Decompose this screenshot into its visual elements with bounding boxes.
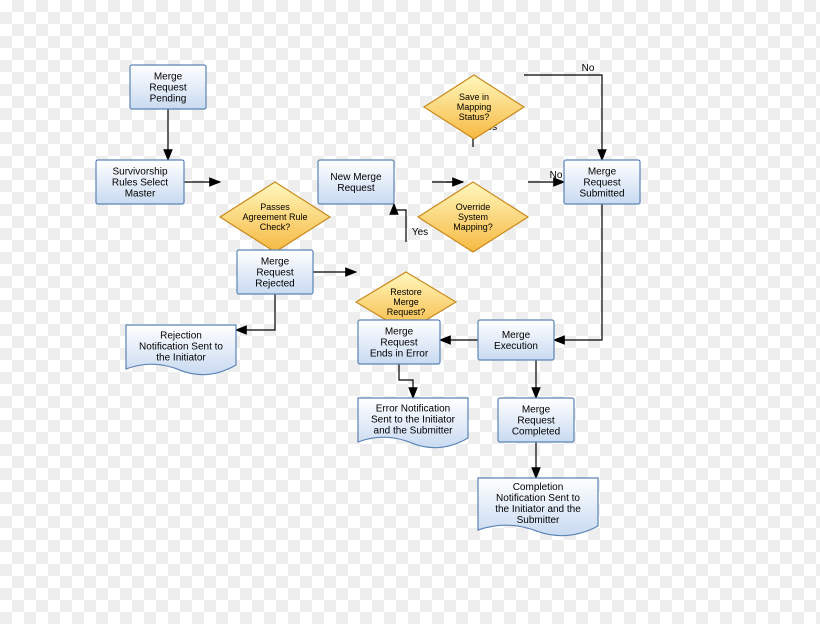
nodes: MergeRequestPendingSurvivorshipRules Sel… bbox=[96, 65, 640, 536]
node-n5: OverrideSystemMapping? bbox=[418, 182, 528, 252]
node-n6: Save inMappingStatus? bbox=[424, 75, 524, 139]
flowchart-svg: YesNoYesNoNoYesMergeRequestPendingSurviv… bbox=[0, 0, 820, 624]
node-label: Agreement Rule bbox=[242, 212, 307, 222]
node-n4: New MergeRequest bbox=[318, 160, 394, 204]
node-label: and the Submitter bbox=[374, 425, 454, 436]
node-n1: MergeRequestPending bbox=[130, 65, 206, 109]
node-label: Rejected bbox=[255, 278, 294, 289]
edge bbox=[524, 75, 602, 160]
edge bbox=[399, 364, 413, 398]
node-label: Completed bbox=[512, 426, 560, 437]
node-label: Submitter bbox=[517, 515, 560, 526]
node-label: Request bbox=[517, 415, 554, 426]
node-label: Merge bbox=[502, 330, 531, 341]
edge-label: No bbox=[550, 170, 563, 181]
node-n12: MergeExecution bbox=[478, 320, 554, 360]
edge bbox=[394, 204, 406, 242]
node-n3: PassesAgreement RuleCheck? bbox=[220, 182, 330, 252]
node-label: New Merge bbox=[330, 172, 382, 183]
node-label: Merge bbox=[588, 166, 617, 177]
node-label: Rejection bbox=[160, 330, 202, 341]
node-label: Restore bbox=[390, 287, 422, 297]
node-label: Completion bbox=[513, 482, 564, 493]
node-label: Passes bbox=[260, 202, 290, 212]
node-label: Survivorship bbox=[112, 166, 167, 177]
node-label: Ends in Error bbox=[370, 348, 429, 359]
node-label: Submitted bbox=[579, 188, 624, 199]
node-n11: MergeRequestEnds in Error bbox=[358, 320, 440, 364]
node-label: Request bbox=[583, 177, 620, 188]
node-label: Check? bbox=[260, 222, 291, 232]
node-label: Merge bbox=[385, 326, 414, 337]
node-label: Request bbox=[337, 183, 374, 194]
node-n13: Error NotificationSent to the Initiatora… bbox=[358, 398, 468, 448]
node-label: Save in bbox=[459, 92, 489, 102]
node-label: Request bbox=[149, 82, 186, 93]
node-label: Notification Sent to bbox=[139, 341, 223, 352]
node-n10: RejectionNotification Sent tothe Initiat… bbox=[126, 325, 236, 375]
edge bbox=[236, 294, 275, 330]
edge bbox=[554, 204, 602, 340]
node-label: Pending bbox=[150, 93, 187, 104]
node-label: Request bbox=[380, 337, 417, 348]
node-n8: MergeRequestRejected bbox=[237, 250, 313, 294]
node-label: Execution bbox=[494, 341, 538, 352]
edge-label: Yes bbox=[412, 227, 428, 238]
node-label: Merge bbox=[393, 297, 419, 307]
node-label: Sent to the Initiator bbox=[371, 414, 456, 425]
node-label: Override bbox=[456, 202, 491, 212]
node-n2: SurvivorshipRules SelectMaster bbox=[96, 160, 184, 204]
node-label: Notification Sent to bbox=[496, 493, 580, 504]
node-n15: CompletionNotification Sent tothe Initia… bbox=[478, 478, 598, 536]
flowchart-canvas: YesNoYesNoNoYesMergeRequestPendingSurviv… bbox=[0, 0, 820, 624]
node-label: Request? bbox=[387, 307, 426, 317]
node-label: Error Notification bbox=[376, 403, 450, 414]
node-label: System bbox=[458, 212, 488, 222]
node-label: Mapping bbox=[457, 102, 492, 112]
node-label: Merge bbox=[522, 404, 551, 415]
node-n7: MergeRequestSubmitted bbox=[564, 160, 640, 204]
node-label: the Initiator bbox=[156, 352, 206, 363]
node-label: Merge bbox=[261, 256, 290, 267]
node-n14: MergeRequestCompleted bbox=[498, 398, 574, 442]
node-label: Rules Select bbox=[112, 177, 168, 188]
node-label: Merge bbox=[154, 71, 183, 82]
node-label: Mapping? bbox=[453, 222, 493, 232]
node-label: Master bbox=[125, 188, 156, 199]
node-label: Status? bbox=[459, 112, 490, 122]
node-label: Request bbox=[256, 267, 293, 278]
edge-label: No bbox=[582, 63, 595, 74]
node-label: the Initiator and the bbox=[495, 504, 581, 515]
